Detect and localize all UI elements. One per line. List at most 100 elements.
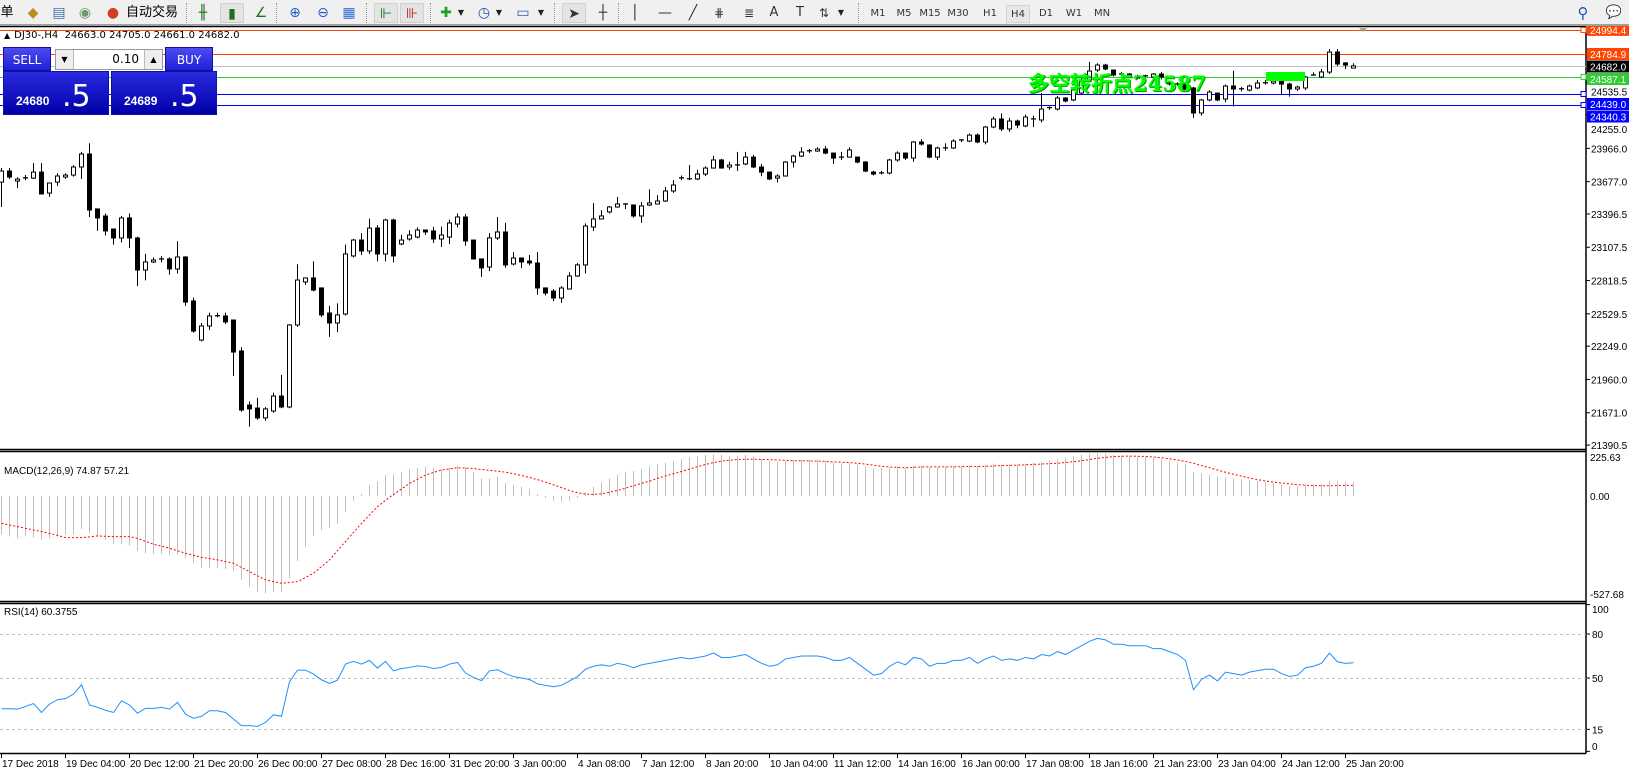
sell-price-box[interactable]: 24680 .5 [3, 71, 109, 115]
macd-tick-label: -527.68 [1590, 590, 1624, 601]
pivot-annotation-text[interactable]: 多空转折点24587 [1028, 71, 1207, 96]
buy-price-box[interactable]: 24689 .5 [111, 71, 217, 115]
line-chart-icon[interactable]: ∠ [254, 5, 268, 21]
timeframe-m1[interactable]: M1 [870, 8, 886, 19]
separator [858, 3, 859, 23]
candle-body-bull [743, 156, 748, 165]
candle [423, 229, 428, 235]
price-level-label: 24587.1 [1590, 75, 1627, 86]
candle [631, 204, 636, 218]
candle-body-bull [727, 164, 732, 168]
timeframe-mn[interactable]: MN [1093, 8, 1111, 19]
horizontal-line-icon[interactable]: — [658, 5, 672, 21]
candle-body-bear [719, 159, 724, 169]
candle [1063, 97, 1068, 103]
candle [663, 187, 668, 203]
candle-body-bear [1215, 92, 1220, 101]
candle-body-bear [95, 208, 100, 219]
chat-icon[interactable]: 💬 [1605, 5, 1623, 20]
candle [279, 374, 284, 409]
fibonacci-channel-icon[interactable]: ⋕ [713, 6, 725, 20]
orders-menu[interactable]: 单 [0, 5, 14, 20]
candle [1103, 63, 1108, 71]
bar-chart-icon[interactable]: ╫ [198, 5, 208, 21]
candle [1159, 71, 1164, 80]
market-watch-icon[interactable]: ▤ [52, 5, 66, 21]
indicators-icon[interactable]: ✚ [440, 5, 452, 21]
buy-button[interactable]: BUY [165, 47, 213, 71]
candle-body-bear [1015, 120, 1020, 126]
candle-body-bull [1295, 86, 1300, 90]
candle-body-bear [1191, 87, 1196, 114]
level-handle[interactable] [1580, 102, 1587, 108]
candle-body-bull [271, 395, 276, 412]
time-tick-label: 17 Jan 08:00 [1026, 759, 1084, 770]
chevron-down-icon[interactable]: ▼ [495, 8, 503, 17]
timeframe-d1[interactable]: D1 [1038, 8, 1054, 19]
timeframe-m5[interactable]: M5 [896, 8, 912, 19]
candle-body-bull [351, 239, 356, 257]
crosshair-icon[interactable]: ┼ [598, 5, 608, 21]
candle [215, 312, 220, 318]
sell-button[interactable]: SELL [3, 47, 51, 71]
auto-scroll-icon[interactable]: ⊩ [374, 3, 398, 23]
candle-body-bear [279, 395, 284, 408]
periods-clock-icon[interactable]: ◷ [477, 5, 491, 21]
candle [703, 166, 708, 177]
timeframe-h4[interactable]: H4 [1006, 5, 1030, 23]
candle [791, 154, 796, 168]
increase-lot-icon[interactable]: ▲ [144, 50, 162, 69]
candle-body-bear [1127, 73, 1132, 78]
chevron-down-icon[interactable]: ▼ [837, 8, 845, 17]
candle-body-bear [823, 148, 828, 154]
candle [1295, 85, 1300, 91]
lot-size-stepper[interactable]: ▼ 0.10 ▲ [55, 49, 163, 70]
text-icon[interactable]: A [769, 5, 779, 20]
templates-icon[interactable]: ▭ [516, 5, 530, 21]
candle-body-bull [295, 279, 300, 326]
timeframe-h1[interactable]: H1 [983, 8, 997, 19]
chevron-down-icon[interactable]: ▼ [457, 8, 465, 17]
decrease-lot-icon[interactable]: ▼ [56, 50, 74, 69]
candle [1007, 117, 1012, 132]
level-handle[interactable] [1580, 91, 1587, 97]
zoom-in-icon[interactable]: ⊕ [289, 5, 301, 21]
trendline-icon[interactable]: ╱ [688, 5, 698, 21]
tile-windows-icon[interactable]: ▦ [342, 5, 356, 21]
chevron-down-icon[interactable]: ▼ [537, 8, 545, 17]
lot-size-input[interactable]: 0.10 [112, 52, 139, 66]
autotrading-icon[interactable]: ● [106, 5, 120, 21]
timeframe-w1[interactable]: W1 [1065, 8, 1083, 19]
timeframe-m30[interactable]: M30 [947, 8, 969, 19]
candle-body-bear [1103, 64, 1108, 70]
text-label-icon[interactable]: T [796, 5, 804, 20]
level-handle[interactable] [1580, 27, 1587, 33]
candle [959, 139, 964, 143]
candle [871, 170, 876, 176]
arrows-icon[interactable]: ⇅ [818, 6, 830, 20]
price-tick-label: 24535.5 [1591, 88, 1628, 99]
vertical-line-icon[interactable]: │ [630, 5, 640, 21]
chart-shift-marker-icon[interactable] [1359, 28, 1367, 32]
candle-body-bull [655, 200, 660, 205]
time-tick-label: 24 Jan 12:00 [1282, 759, 1340, 770]
candle [799, 147, 804, 158]
rectangle-object[interactable] [1266, 72, 1305, 81]
candle [15, 177, 20, 189]
autotrading-button[interactable]: 自动交易 [125, 5, 178, 20]
search-icon[interactable]: ⚲ [1577, 4, 1589, 22]
zoom-out-icon[interactable]: ⊖ [317, 5, 329, 21]
signals-icon[interactable]: ◉ [78, 5, 92, 21]
level-handle[interactable] [1580, 74, 1587, 80]
folder-icon[interactable]: ◆ [27, 5, 39, 21]
fibonacci-retracement-icon[interactable]: ≣ [743, 6, 755, 20]
candlestick-chart-icon[interactable]: ▮ [220, 3, 244, 23]
candle-body-bear [1287, 83, 1292, 90]
timeframe-m15[interactable]: M15 [919, 8, 941, 19]
candle [319, 287, 324, 318]
cursor-icon[interactable]: ➤ [562, 3, 586, 23]
price-tick-label: 21390.5 [1591, 441, 1628, 452]
chart-shift-icon[interactable]: ⊪ [400, 3, 424, 23]
candle [1327, 49, 1332, 75]
